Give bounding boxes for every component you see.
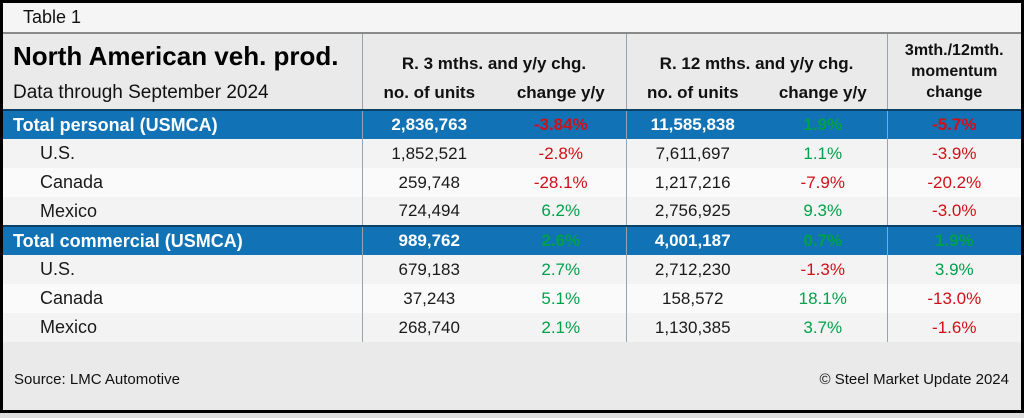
momentum-cell: 1.9%: [934, 231, 974, 250]
column-header-change-3m: change y/y: [496, 76, 627, 110]
column-header-momentum: 3mth./12mth. momentum change: [887, 34, 1021, 110]
change-12m-cell: 3.7%: [759, 313, 888, 342]
units-3m-cell: 37,243: [403, 288, 456, 308]
table-row: Mexico 724,494 6.2% 2,756,925 9.3% -3.0%: [3, 197, 1022, 226]
momentum-cell: -20.2%: [927, 172, 982, 192]
change-3m-cell: 2.1%: [496, 313, 627, 342]
table-body: Total personal (USMCA) 2,836,763 -3.84% …: [3, 110, 1022, 342]
units-3m-cell: 724,494: [398, 201, 460, 220]
copyright-note: © Steel Market Update 2024: [819, 371, 1010, 388]
momentum-header-line3: change: [926, 84, 983, 101]
change-12m-cell: 1.1%: [759, 139, 888, 168]
change-3m-cell: 2.7%: [496, 255, 627, 284]
table-row: Canada 37,243 5.1% 158,572 18.1% -13.0%: [3, 284, 1022, 313]
column-header-change-12m: change y/y: [759, 76, 888, 110]
units-12m-cell: 1,130,385: [654, 317, 731, 337]
table-footer: Source: LMC Automotive © Steel Market Up…: [3, 371, 1021, 388]
momentum-header-line2: momentum: [911, 63, 998, 80]
change-3m-cell: -2.8%: [496, 139, 627, 168]
change-12m-cell: 18.1%: [759, 284, 888, 313]
units-3m-cell: 679,183: [398, 259, 460, 279]
units-3m-cell: 989,762: [398, 231, 460, 250]
momentum-cell: -1.6%: [932, 317, 977, 337]
table-row: Total personal (USMCA) 2,836,763 -3.84% …: [3, 110, 1022, 139]
page-title: North American veh. prod.: [13, 41, 339, 72]
units-12m-cell: 11,585,838: [650, 115, 735, 134]
change-12m-cell: 0.7%: [759, 226, 888, 255]
column-header-units-3m: no. of units: [383, 82, 476, 102]
table-header: North American veh. prod. Data through S…: [3, 34, 1021, 110]
row-label: U.S.: [3, 139, 363, 168]
table-row: Canada 259,748 -28.1% 1,217,216 -7.9% -2…: [3, 168, 1022, 197]
units-12m-cell: 7,611,697: [655, 143, 730, 163]
column-group-3m: R. 3 mths. and y/y chg.: [362, 34, 627, 76]
momentum-header-line1: 3mth./12mth.: [904, 42, 1004, 59]
change-3m-cell: 6.2%: [496, 197, 627, 226]
units-12m-cell: 2,712,230: [654, 259, 731, 279]
row-label: Canada: [3, 284, 363, 313]
change-3m-cell: -3.84%: [496, 110, 627, 139]
change-3m-cell: -28.1%: [496, 168, 627, 197]
row-label: Total personal (USMCA): [3, 110, 363, 139]
row-label: Mexico: [3, 313, 363, 342]
table-row: Mexico 268,740 2.1% 1,130,385 3.7% -1.6%: [3, 313, 1022, 342]
momentum-cell: -3.0%: [932, 201, 977, 220]
row-label: Mexico: [3, 197, 363, 226]
page-subtitle: Data through September 2024: [13, 81, 269, 103]
change-12m-cell: 9.3%: [759, 197, 888, 226]
table-row: Total commercial (USMCA) 989,762 2.6% 4,…: [3, 226, 1022, 255]
momentum-cell: -13.0%: [927, 288, 982, 308]
units-3m-cell: 2,836,763: [391, 115, 468, 134]
units-12m-cell: 2,756,925: [654, 201, 731, 220]
units-3m-cell: 1,852,521: [391, 143, 468, 163]
change-12m-cell: -1.3%: [759, 255, 888, 284]
row-label: Canada: [3, 168, 363, 197]
units-3m-cell: 268,740: [398, 317, 460, 337]
row-label: U.S.: [3, 255, 363, 284]
production-table: North American veh. prod. Data through S…: [3, 34, 1022, 342]
table-row: U.S. 679,183 2.7% 2,712,230 -1.3% 3.9%: [3, 255, 1022, 284]
row-label: Total commercial (USMCA): [3, 226, 363, 255]
title-cell: North American veh. prod. Data through S…: [3, 34, 363, 110]
units-3m-cell: 259,748: [398, 172, 460, 192]
change-3m-cell: 2.6%: [496, 226, 627, 255]
table-row: U.S. 1,852,521 -2.8% 7,611,697 1.1% -3.9…: [3, 139, 1022, 168]
column-group-12m: R. 12 mths. and y/y chg.: [626, 34, 888, 76]
change-12m-cell: 1.9%: [759, 110, 888, 139]
change-12m-cell: -7.9%: [759, 168, 888, 197]
units-12m-cell: 158,572: [662, 288, 724, 308]
momentum-cell: -3.9%: [932, 143, 977, 163]
table-number-strip: Table 1: [3, 3, 1021, 34]
momentum-cell: -5.7%: [932, 115, 977, 134]
change-3m-cell: 5.1%: [496, 284, 627, 313]
source-note: Source: LMC Automotive: [14, 371, 180, 388]
momentum-cell: 3.9%: [934, 259, 974, 279]
units-12m-cell: 1,217,216: [654, 172, 731, 192]
table-number-label: Table 1: [23, 7, 82, 27]
units-12m-cell: 4,001,187: [654, 231, 731, 250]
column-header-units-12m: no. of units: [646, 82, 739, 102]
